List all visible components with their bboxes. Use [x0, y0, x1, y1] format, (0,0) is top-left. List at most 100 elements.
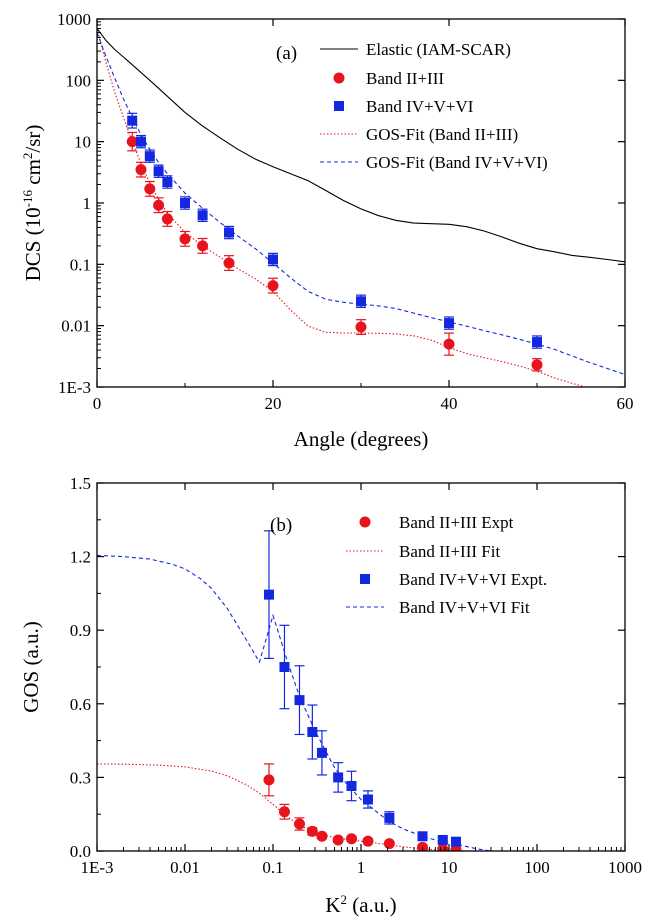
chart-a-point-band-ii-iii [179, 233, 191, 245]
chart-b-panel-label: (b) [270, 515, 292, 536]
chart-a-line-elastic-iam-scar [97, 28, 625, 263]
chart-b-point-band-iv-v-vi-expt [294, 695, 305, 706]
legend-label-band-iv-v-vi: Band IV+V+VI [366, 97, 474, 116]
chart-b-x-tick-label: 0.01 [170, 858, 200, 877]
chart-a-panel-label: (a) [276, 43, 297, 64]
chart-a-point-band-ii-iii [355, 321, 367, 333]
chart-b-y-tick-label: 0.6 [70, 695, 91, 714]
chart-a-line-gos-fit-band-ii-iii [97, 28, 587, 387]
chart-a-point-band-iv-v-vi [197, 210, 208, 221]
chart-b-y-tick-label: 0.9 [70, 621, 91, 640]
chart-a-point-band-ii-iii [144, 183, 156, 195]
legend-swatch-band-ii-iii [333, 72, 345, 84]
chart-b-legend: Band II+III Expt Band II+III Fit Band IV… [346, 513, 547, 617]
legend-label-band-iv-v-vi-fit: Band IV+V+VI Fit [399, 598, 530, 617]
chart-b-x-axis-label: K2 (a.u.) [325, 892, 396, 917]
chart-b-line-band-iv-v-vi-fit [97, 554, 492, 851]
legend-label-gos-fit-ii-iii: GOS-Fit (Band II+III) [366, 125, 518, 144]
chart-a-point-band-ii-iii [135, 164, 147, 176]
chart-b-x-tick-label: 1E-3 [80, 858, 113, 877]
chart-b-x-tick-label: 10 [441, 858, 458, 877]
chart-b-point-band-iv-v-vi-expt [417, 831, 428, 842]
chart-a-line-gos-fit-band-iv-v-vi [97, 32, 625, 376]
chart-a-point-band-iv-v-vi [162, 176, 173, 187]
chart-a-point-band-iv-v-vi [153, 166, 164, 177]
chart-a-point-band-ii-iii [443, 338, 455, 350]
chart-a-point-band-iv-v-vi [136, 136, 146, 147]
chart-b-y-tick-label: 1.2 [70, 548, 91, 567]
chart-a-y-tick-label: 1000 [57, 10, 91, 29]
chart-b-y-tick-label: 0.0 [70, 842, 91, 861]
chart-b-point-band-ii-iii-expt [293, 818, 305, 830]
chart-a-x-tick-label: 40 [441, 394, 458, 413]
chart-a-x-tick-label: 20 [265, 394, 282, 413]
chart-b-point-band-iv-v-vi-expt [384, 812, 395, 823]
chart-b-point-band-ii-iii-expt [417, 841, 429, 851]
chart-b-point-band-ii-iii-expt [263, 774, 275, 786]
chart-b-x-tick-label: 1 [357, 858, 366, 877]
legend-swatch-band-iv-v-vi-expt [360, 574, 370, 584]
chart-b-point-band-ii-iii-expt [383, 838, 395, 850]
chart-b-point-band-ii-iii-expt [332, 834, 344, 846]
chart-b-y-axis-label: GOS (a.u.) [19, 621, 43, 713]
chart-b-point-band-ii-iii-expt [346, 833, 358, 845]
chart-a-point-band-ii-iii [153, 199, 165, 211]
chart-a-y-tick-label: 1 [83, 194, 92, 213]
legend-label-band-ii-iii-expt: Band II+III Expt [399, 513, 514, 532]
chart-b-point-band-ii-iii-expt [362, 835, 374, 847]
chart-a-y-tick-label: 1E-3 [58, 378, 91, 397]
legend-label-band-ii-iii-fit: Band II+III Fit [399, 542, 500, 561]
legend-swatch-band-iv-v-vi [334, 101, 344, 111]
chart-b-x-tick-label: 0.1 [262, 858, 283, 877]
chart-b-ticks: 1E-3 0.01 0.1 1 10 100 1000 0.0 0.3 0.6 0.9 1.2 1.5 [70, 474, 642, 877]
chart-a-x-axis-label: Angle (degrees) [294, 427, 429, 451]
chart-b-point-band-iv-v-vi-expt [316, 747, 327, 758]
chart-a: 0 20 40 60 1E-3 0.01 0.1 1 10 100 1000 (a) Angle (… [20, 10, 634, 451]
chart-a-point-band-ii-iii [161, 213, 173, 225]
chart-a-point-band-ii-iii [223, 257, 235, 269]
legend-label-elastic: Elastic (IAM-SCAR) [366, 40, 511, 59]
chart-b: 1E-3 0.01 0.1 1 10 100 10000.00.30.60.91.21.5 … [19, 474, 642, 917]
chart-b-point-band-iv-v-vi-expt [346, 780, 357, 791]
chart-b-point-band-iv-v-vi-expt [263, 589, 274, 600]
chart-b-line-band-ii-iii-fit [97, 763, 476, 851]
chart-a-point-band-iv-v-vi [356, 296, 366, 307]
chart-b-frame [96, 482, 626, 852]
chart-a-point-band-iv-v-vi [180, 198, 190, 208]
chart-b-point-band-ii-iii-expt [316, 830, 328, 842]
chart-b-point-band-iv-v-vi-expt [450, 836, 461, 847]
legend-label-gos-fit-iv-v-vi: GOS-Fit (Band IV+V+VI) [366, 153, 548, 172]
chart-a-y-tick-label: 100 [66, 71, 92, 90]
chart-b-point-band-iv-v-vi-expt [437, 834, 448, 845]
chart-b-y-tick-label: 0.3 [70, 768, 91, 787]
chart-a-point-band-ii-iii [267, 280, 279, 292]
chart-b-y-tick-label: 1.5 [70, 474, 91, 493]
chart-a-point-band-ii-iii [126, 136, 138, 148]
chart-a-point-band-iv-v-vi [268, 254, 278, 265]
chart-a-x-tick-label: 60 [617, 394, 634, 413]
chart-a-point-band-iv-v-vi [532, 337, 542, 348]
chart-b-x-tick-label: 100 [524, 858, 550, 877]
chart-a-y-tick-label: 0.01 [61, 317, 91, 336]
chart-b-plot-data [97, 530, 492, 851]
chart-a-legend: Elastic (IAM-SCAR) Band II+III Band IV+V… [320, 40, 548, 172]
chart-a-point-band-ii-iii [531, 359, 543, 371]
chart-a-x-tick-label: 0 [93, 394, 102, 413]
chart-a-plot-data [97, 28, 625, 387]
chart-b-point-band-ii-iii-expt [278, 806, 290, 818]
chart-b-point-band-iv-v-vi-expt [279, 662, 290, 672]
chart-a-y-tick-label: 0.1 [70, 255, 91, 274]
chart-a-y-tick-label: 10 [74, 133, 91, 152]
legend-swatch-band-ii-iii-expt [359, 516, 371, 528]
chart-b-point-band-ii-iii-expt [306, 825, 318, 837]
chart-a-ticks: 0 20 40 60 1E-3 0.01 0.1 1 10 100 1000 [57, 10, 634, 413]
chart-a-point-band-ii-iii [197, 240, 209, 252]
chart-b-x-tick-label: 1000 [608, 858, 642, 877]
chart-a-point-band-iv-v-vi [444, 318, 454, 329]
chart-b-point-band-iv-v-vi-expt [333, 772, 344, 783]
chart-a-y-axis-label: DCS (10-16 cm2/sr) [20, 125, 45, 282]
chart-a-point-band-iv-v-vi [224, 227, 234, 238]
legend-label-band-ii-iii: Band II+III [366, 69, 444, 88]
chart-b-point-band-iv-v-vi-expt [307, 727, 318, 738]
